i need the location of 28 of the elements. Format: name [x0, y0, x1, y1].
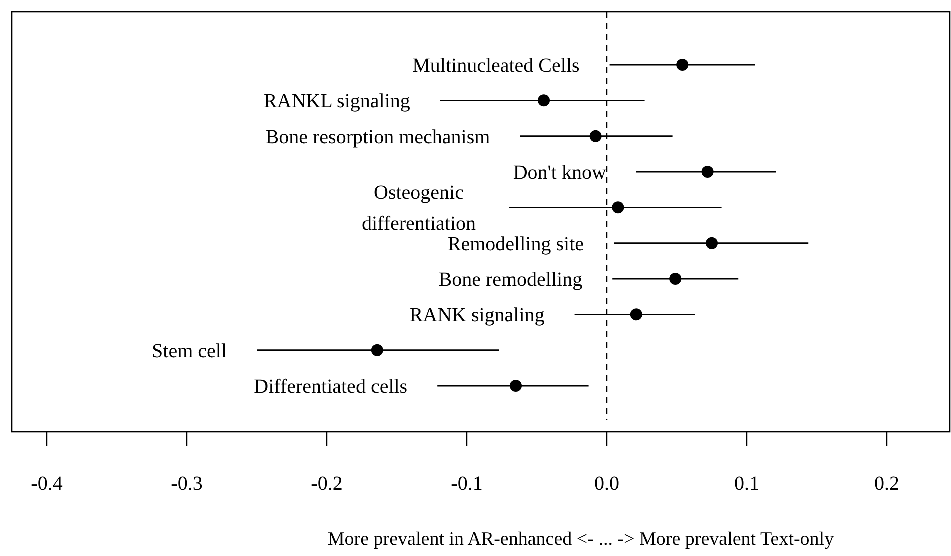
y-tick-label: Remodelling site: [448, 233, 584, 256]
point: [371, 344, 384, 356]
x-tick-label: -0.4: [31, 473, 63, 495]
x-tick-label: 0.0: [594, 473, 620, 495]
y-tick-label: Osteogenic differentiation: [362, 182, 476, 236]
x-tick-label: -0.3: [171, 473, 203, 495]
point: [590, 130, 602, 142]
x-tick-label: -0.1: [451, 473, 483, 495]
y-tick-label: Multinucleated Cells: [412, 55, 580, 77]
y-tick-label: Bone resorption mechanism: [266, 126, 491, 148]
y-tick-label: Differentiated cells: [254, 376, 408, 398]
point: [670, 273, 682, 285]
x-axis-title: More prevalent in AR-enhanced <- ... -> More prevalent Text-only: [328, 529, 835, 550]
y-tick-label: Don't know: [513, 162, 607, 184]
y-tick-label: RANKL signaling: [264, 90, 410, 113]
point: [630, 308, 642, 321]
x-tick-label: 0.2: [874, 473, 900, 495]
point: [706, 237, 718, 250]
point: [538, 94, 550, 107]
point: [510, 380, 522, 392]
point: [612, 202, 624, 214]
y-tick-label: RANK signaling: [410, 304, 545, 327]
y-tick-label: Stem cell: [152, 340, 228, 362]
y-tick-label: Bone remodelling: [438, 269, 583, 291]
point: [702, 166, 714, 178]
point: [676, 59, 689, 71]
x-tick-label: 0.1: [734, 473, 760, 495]
x-tick-label: -0.2: [311, 473, 343, 495]
